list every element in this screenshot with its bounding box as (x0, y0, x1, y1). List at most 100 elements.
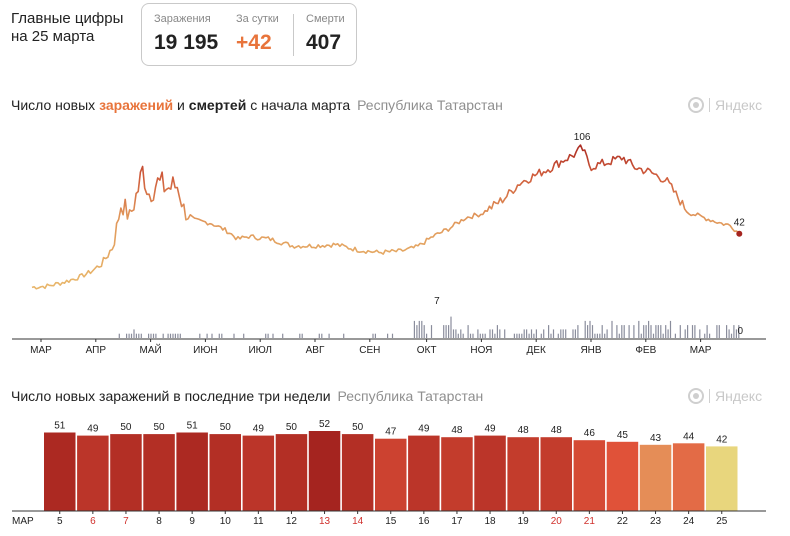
yandex-logo-icon (688, 97, 704, 113)
deaths-bar (387, 333, 389, 338)
deaths-bar (699, 329, 701, 338)
deaths-bar (374, 333, 376, 338)
deaths-bar (448, 325, 450, 338)
stat-infections-value: 19 195 (154, 31, 219, 54)
deaths-bars (118, 316, 740, 338)
deaths-bar (272, 333, 274, 338)
day-tick-label: 14 (352, 516, 364, 527)
bar-value-label: 50 (120, 422, 132, 433)
deaths-bar (601, 325, 603, 338)
deaths-bar (443, 325, 445, 338)
month-tick-label: ДЕК (527, 345, 546, 356)
deaths-bar (457, 333, 459, 338)
deaths-bar (591, 325, 594, 338)
last-deaths-label: 0 (738, 326, 744, 337)
yandex-text: Яндекс (715, 388, 763, 404)
bar-value-label: 49 (253, 424, 265, 435)
deaths-bar (199, 333, 201, 338)
chart1-title-part1: Число новых (11, 97, 100, 113)
day-tick-label: 6 (90, 516, 96, 527)
deaths-bar (177, 333, 179, 338)
deaths-bar (489, 329, 491, 338)
deaths-bar (479, 333, 481, 338)
deaths-bar (548, 325, 550, 338)
deaths-bar (372, 333, 374, 338)
deaths-bar (299, 333, 301, 338)
deaths-bar (455, 329, 457, 338)
deaths-bar (426, 333, 428, 338)
deaths-bar (709, 333, 711, 338)
month-tick-label: АВГ (306, 345, 325, 356)
deaths-bar (472, 333, 474, 338)
deaths-bar (596, 333, 598, 338)
day-tick-label: 19 (518, 516, 530, 527)
infection-bar (143, 434, 175, 511)
deaths-bar (606, 329, 608, 338)
month-tick-label: ИЮЛ (248, 345, 271, 356)
deaths-bar (301, 333, 303, 338)
deaths-bar (574, 329, 576, 338)
infections-deaths-chart: МАР АПР МАЙ ИЮН ИЮЛ АВГ СЕН ОКТ НОЯ ДЕК ЯНВ ФЕВ МАР … (12, 132, 766, 356)
deaths-bar (282, 333, 284, 338)
deaths-bar (467, 325, 469, 338)
deaths-bar (587, 325, 589, 338)
deaths-bar (243, 333, 245, 338)
deaths-bar (477, 329, 479, 338)
deaths-bar (484, 333, 486, 338)
headline-line2: на 25 марта (11, 28, 95, 45)
stat-deaths: Смерти 407 (306, 13, 345, 55)
infection-bar (507, 437, 539, 511)
stat-daily-label: За сутки (236, 13, 279, 25)
deaths-bar (530, 329, 533, 338)
month-tick-label: СЕН (359, 345, 380, 356)
deaths-bar (128, 333, 130, 338)
month-tick-label: ФЕВ (635, 345, 656, 356)
day-tick-label: 7 (123, 516, 129, 527)
bar-value-label: 49 (418, 424, 430, 435)
deaths-bar (265, 333, 267, 338)
last-infections-label: 42 (734, 218, 746, 229)
deaths-bar (391, 333, 394, 338)
deaths-bar (652, 333, 655, 338)
deaths-bar (421, 320, 423, 338)
deaths-bar (577, 325, 579, 338)
chart2-title-text: Число новых заражений в последние три не… (11, 388, 331, 404)
chart2-title: Число новых заражений в последние три не… (11, 388, 483, 404)
bars: 51 49 50 50 51 50 49 50 52 50 47 49 48 49 48 48 46 45 43 44… (44, 419, 738, 511)
deaths-bar (423, 325, 425, 338)
deaths-bar (674, 333, 676, 338)
infection-bar (242, 435, 275, 511)
deaths-bar (565, 329, 567, 338)
day-tick-label: 25 (716, 516, 728, 527)
peak-infections-label: 106 (574, 132, 591, 143)
deaths-bar (550, 333, 552, 338)
day-tick-label: 12 (286, 516, 298, 527)
deaths-bar (267, 333, 269, 338)
deaths-bar (523, 329, 525, 338)
deaths-bar (665, 325, 667, 338)
infection-bar (308, 431, 341, 511)
deaths-bar (504, 329, 506, 338)
infection-bar (408, 435, 440, 511)
day-tick-label: 5 (57, 516, 63, 527)
bar-value-label: 50 (352, 422, 364, 433)
headline-line1: Главные цифры (11, 10, 124, 27)
bar-value-label: 50 (220, 422, 232, 433)
three-weeks-bar-chart: 51 49 50 50 51 50 49 50 52 50 47 49 48 49 48 48 46 45 43 44… (12, 419, 766, 527)
divider (709, 389, 710, 403)
yandex-watermark-2: Яндекс (688, 388, 762, 404)
bar-value-label: 52 (319, 419, 331, 430)
day-tick-label: 22 (617, 516, 629, 527)
deaths-bar (599, 333, 601, 338)
deaths-bar (716, 325, 718, 338)
chart1-title-infections: заражений (99, 97, 174, 113)
day-tick-label: 21 (584, 516, 596, 527)
deaths-bar (148, 333, 150, 338)
deaths-bar (718, 325, 720, 338)
deaths-bar (657, 325, 659, 338)
deaths-bar (655, 325, 657, 338)
deaths-bar (735, 329, 737, 338)
deaths-bar (730, 333, 733, 338)
deaths-bar (628, 325, 630, 338)
deaths-bar (328, 333, 330, 338)
